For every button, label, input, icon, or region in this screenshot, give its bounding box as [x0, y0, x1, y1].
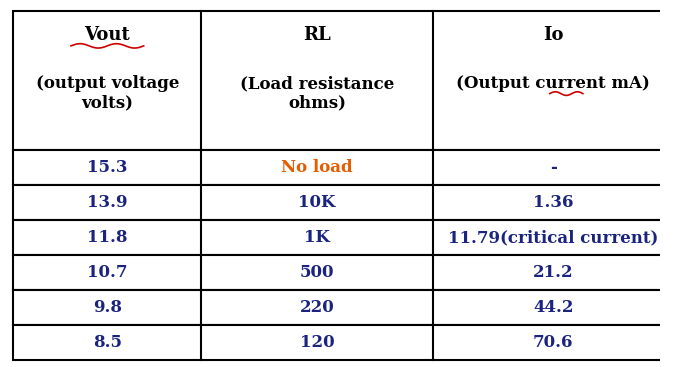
Text: 120: 120: [300, 334, 335, 351]
Text: 8.5: 8.5: [93, 334, 122, 351]
Text: 70.6: 70.6: [533, 334, 573, 351]
Text: -: -: [549, 159, 556, 177]
Text: No load: No load: [282, 159, 353, 177]
Bar: [13, 325, 674, 360]
Text: 1.36: 1.36: [533, 194, 573, 211]
Text: 10K: 10K: [299, 194, 336, 211]
Text: Vout: Vout: [84, 26, 130, 44]
Text: RL: RL: [303, 26, 331, 44]
Text: 15.3: 15.3: [87, 159, 128, 177]
Text: (output voltage
volts): (output voltage volts): [35, 75, 179, 112]
Text: (Output current mA): (Output current mA): [456, 75, 650, 92]
Text: 21.2: 21.2: [533, 264, 573, 281]
Text: 11.8: 11.8: [87, 229, 128, 246]
Bar: [13, 290, 674, 325]
Bar: [13, 220, 674, 255]
Text: 500: 500: [300, 264, 335, 281]
Text: 9.8: 9.8: [93, 299, 122, 316]
Bar: [13, 255, 674, 290]
Bar: [13, 150, 674, 185]
Text: Io: Io: [543, 26, 563, 44]
Text: 11.79(critical current): 11.79(critical current): [448, 229, 658, 246]
Text: 220: 220: [300, 299, 335, 316]
Text: (Load resistance
ohms): (Load resistance ohms): [240, 75, 394, 112]
Bar: [13, 185, 674, 220]
Bar: [13, 11, 674, 150]
Text: 10.7: 10.7: [87, 264, 128, 281]
Text: 44.2: 44.2: [533, 299, 573, 316]
Text: 13.9: 13.9: [87, 194, 128, 211]
Text: 1K: 1K: [304, 229, 330, 246]
